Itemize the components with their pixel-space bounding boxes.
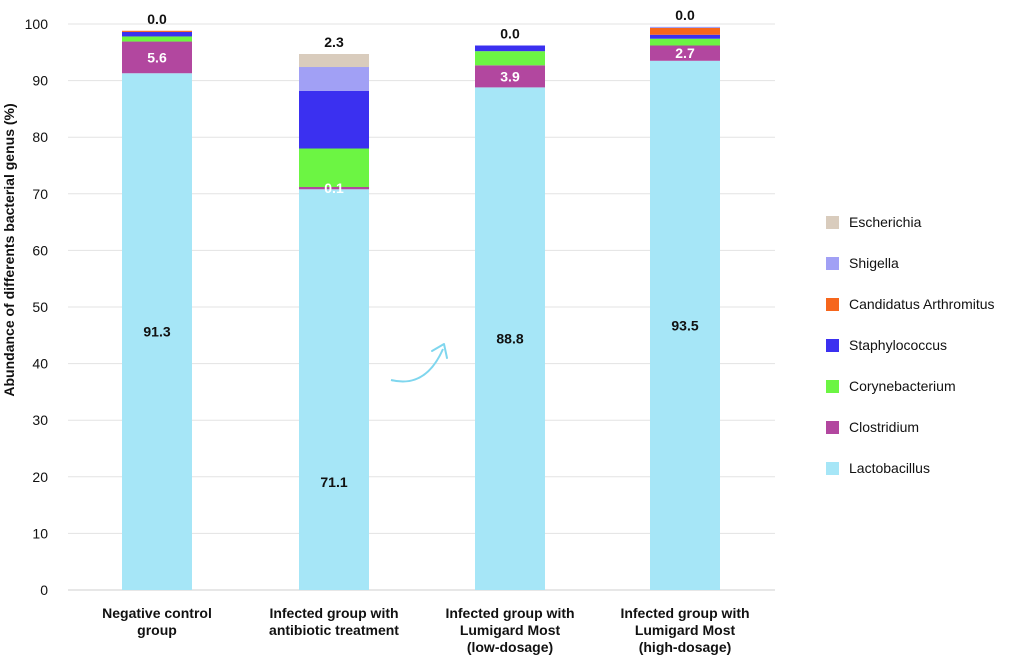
- bar-segment-corynebacterium: [475, 51, 545, 66]
- x-category-label: Negative control group: [102, 605, 212, 638]
- bar-segment-clostridium: [122, 41, 192, 74]
- bar-segment-staphylococcus: [299, 90, 369, 149]
- legend-label: Candidatus Arthromitus: [849, 296, 995, 312]
- y-tick-label: 70: [32, 186, 48, 202]
- x-category-label: Infected group with antibiotic treatment: [269, 605, 399, 638]
- bar-segment-staphylococcus: [650, 34, 720, 39]
- bar-segment-shigella: [299, 67, 369, 91]
- y-tick-label: 50: [32, 299, 48, 315]
- y-tick-label: 0: [40, 582, 48, 598]
- bar-segment-lactobacillus: [650, 60, 720, 591]
- data-label: 0.0: [675, 7, 695, 23]
- legend: Escherichia Shigella Candidatus Arthromitu…: [826, 214, 995, 476]
- bar-segment-corynebacterium: [650, 38, 720, 46]
- data-label: 3.9: [500, 68, 520, 84]
- bar-segment-corynebacterium: [122, 36, 192, 42]
- legend-label: Clostridium: [849, 419, 919, 435]
- data-labels: 91.3 5.6 0.0 71.1 0.1 2.3 88.8 3.9 0.0 93.5 2.7 0.0: [143, 7, 698, 490]
- legend-item: Escherichia: [826, 214, 922, 230]
- y-tick-label: 40: [32, 356, 48, 372]
- data-label: 5.6: [147, 49, 167, 65]
- data-label: 2.7: [675, 45, 695, 61]
- y-tick-label: 80: [32, 129, 48, 145]
- bar-segment-clostridium: [299, 187, 369, 190]
- legend-label: Staphylococcus: [849, 337, 947, 353]
- legend-item: Candidatus Arthromitus: [826, 296, 995, 312]
- bar-segment-clostridium: [475, 65, 545, 88]
- bars: [122, 26, 720, 591]
- legend-item: Lactobacillus: [826, 460, 930, 476]
- bar-segment-candidatus-arthromitus: [122, 30, 192, 32]
- arrow-curve: [390, 348, 444, 383]
- bar-segment-lactobacillus: [299, 189, 369, 590]
- legend-label: Escherichia: [849, 214, 922, 230]
- legend-label: Lactobacillus: [849, 460, 930, 476]
- data-label: 0.0: [500, 26, 520, 42]
- arrow-head: [431, 343, 448, 359]
- x-category-label: Infected group with Lumigard Most (high-do…: [620, 605, 749, 655]
- legend-label: Corynebacterium: [849, 378, 956, 394]
- legend-swatch: [826, 339, 839, 352]
- legend-swatch: [826, 462, 839, 475]
- x-category-label: Infected group with Lumigard Most (low-dos…: [445, 605, 574, 655]
- data-label: 88.8: [496, 331, 523, 347]
- x-axis-categories: Negative control group Infected group with…: [102, 605, 749, 655]
- bar-segment-staphylococcus: [122, 31, 192, 37]
- legend-label: Shigella: [849, 255, 899, 271]
- bar-segment-corynebacterium: [299, 148, 369, 188]
- legend-item: Corynebacterium: [826, 378, 956, 394]
- y-tick-label: 10: [32, 525, 48, 541]
- annotation-arrow: [390, 343, 448, 383]
- legend-item: Clostridium: [826, 419, 919, 435]
- y-axis: 0 10 20 30 40 50 60 70 80 90 100: [25, 16, 49, 598]
- bar-segment-candidatus-arthromitus: [650, 27, 720, 35]
- y-tick-label: 60: [32, 242, 48, 258]
- data-label: 0.0: [147, 11, 167, 27]
- data-label: 0.1: [324, 180, 344, 196]
- legend-swatch: [826, 216, 839, 229]
- data-label: 71.1: [320, 474, 347, 490]
- bar-segment-shigella: [650, 26, 720, 28]
- y-tick-label: 20: [32, 469, 48, 485]
- y-tick-label: 30: [32, 412, 48, 428]
- bar-segment-lactobacillus: [475, 87, 545, 590]
- bar-segment-lactobacillus: [122, 73, 192, 590]
- legend-swatch: [826, 380, 839, 393]
- legend-item: Shigella: [826, 255, 899, 271]
- bar-segment-escherichia: [299, 53, 369, 68]
- bar-segment-staphylococcus: [475, 45, 545, 52]
- legend-swatch: [826, 421, 839, 434]
- bar-segment-clostridium: [650, 45, 720, 61]
- legend-swatch: [826, 257, 839, 270]
- data-label: 91.3: [143, 324, 170, 340]
- data-label: 2.3: [324, 34, 344, 50]
- data-label: 93.5: [671, 317, 698, 333]
- y-axis-label: Abundance of differents bacterial genus …: [1, 103, 17, 396]
- y-tick-label: 100: [25, 16, 49, 32]
- y-tick-label: 90: [32, 73, 48, 89]
- legend-swatch: [826, 298, 839, 311]
- legend-item: Staphylococcus: [826, 337, 947, 353]
